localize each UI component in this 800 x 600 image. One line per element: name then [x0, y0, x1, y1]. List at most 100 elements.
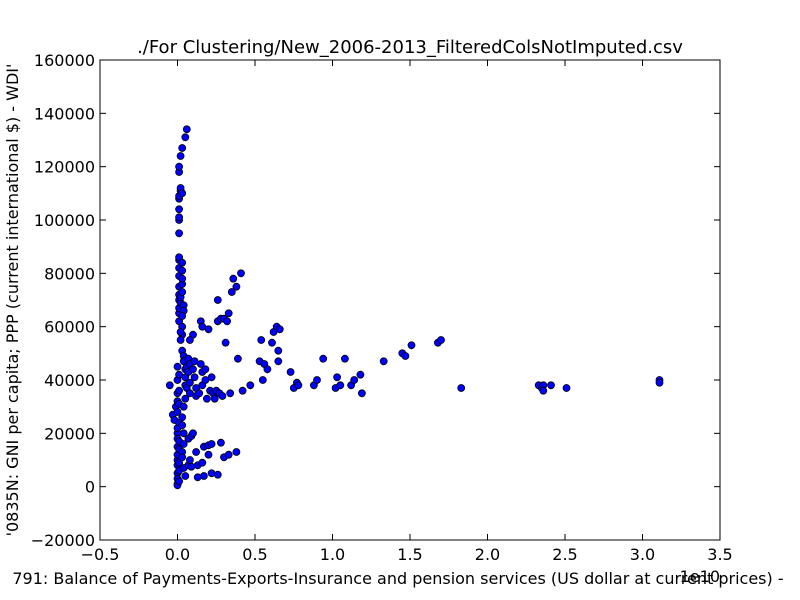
data-point-113	[198, 458, 207, 467]
data-point-27	[175, 386, 184, 395]
data-point-145	[232, 282, 241, 291]
data-point-183	[457, 384, 466, 392]
x-offset-label: 1e10	[680, 567, 720, 586]
data-point-140	[224, 450, 233, 459]
data-point-148	[237, 269, 245, 278]
data-point-79	[181, 472, 190, 480]
data-point-142	[226, 389, 235, 398]
x-tick-label: −0.5	[81, 545, 120, 564]
data-point-149	[238, 386, 247, 395]
data-point-165	[294, 381, 303, 390]
data-point-119	[204, 325, 213, 334]
y-tick-label: 140000	[34, 104, 95, 123]
data-point-114	[199, 472, 208, 480]
data-point-89	[185, 378, 194, 387]
data-point-135	[218, 392, 227, 400]
data-point-177	[379, 357, 388, 366]
data-point-73	[178, 421, 187, 430]
data-point-96	[189, 429, 197, 438]
data-point-118	[202, 394, 211, 403]
data-point-55	[178, 266, 187, 275]
x-tick-label: 0.5	[242, 545, 267, 564]
data-point-175	[356, 370, 365, 379]
data-point-156	[268, 338, 276, 347]
data-point-188	[547, 381, 555, 390]
x-tick-label: 1.5	[397, 545, 422, 564]
data-point-172	[340, 354, 349, 363]
data-point-70	[181, 394, 190, 403]
data-point-143	[227, 288, 236, 296]
data-point-93	[185, 456, 194, 464]
data-point-54	[178, 274, 187, 283]
data-point-176	[357, 389, 366, 398]
data-point-162	[286, 368, 295, 376]
data-point-153	[258, 376, 267, 384]
data-point-0	[165, 381, 174, 390]
data-point-159	[275, 325, 284, 334]
data-point-170	[333, 373, 342, 382]
data-point-20	[175, 477, 184, 486]
y-tick-label: 40000	[44, 371, 95, 390]
data-point-104	[192, 448, 201, 456]
data-point-191	[655, 378, 664, 387]
data-point-141	[224, 309, 233, 318]
data-point-121	[204, 450, 213, 459]
y-tick-label: 100000	[34, 211, 95, 230]
data-point-182	[437, 336, 445, 344]
data-point-129	[213, 470, 222, 479]
data-point-99	[189, 365, 197, 374]
y-tick-label: 60000	[44, 318, 95, 337]
x-tick-label: 3.0	[630, 545, 655, 564]
data-point-161	[274, 357, 283, 366]
data-point-77	[178, 453, 187, 462]
data-point-82	[181, 133, 190, 142]
x-tick-label: 1.0	[320, 545, 345, 564]
data-point-127	[210, 394, 219, 403]
y-tick-label: 120000	[34, 158, 95, 177]
data-point-168	[319, 354, 328, 363]
data-point-74	[179, 429, 188, 438]
data-point-147	[233, 354, 242, 363]
data-point-107	[195, 389, 204, 398]
x-tick-label: 2.5	[552, 545, 577, 564]
data-point-134	[216, 438, 225, 447]
data-point-42	[175, 205, 184, 214]
data-point-63	[176, 336, 185, 344]
y-axis-label: '0835N: GNI per capita; PPP (current int…	[3, 64, 22, 537]
data-point-139	[223, 317, 232, 326]
y-tick-label: −20000	[31, 531, 95, 550]
data-point-187	[539, 386, 548, 395]
data-point-130	[213, 296, 222, 304]
data-point-179	[401, 352, 410, 360]
data-point-16	[173, 408, 182, 416]
data-point-98	[185, 336, 194, 344]
points-layer	[165, 125, 664, 490]
data-point-81	[178, 144, 187, 152]
x-tick-label: 3.5	[707, 545, 732, 564]
data-point-52	[178, 288, 187, 296]
data-point-155	[263, 365, 272, 374]
data-point-56	[178, 258, 187, 267]
data-point-150	[246, 381, 255, 390]
data-point-49	[178, 189, 187, 198]
data-point-174	[350, 376, 359, 384]
data-point-171	[336, 381, 345, 390]
data-point-72	[178, 413, 187, 422]
data-point-123	[207, 373, 216, 382]
data-point-106	[193, 473, 202, 482]
data-point-124	[207, 440, 216, 448]
data-point-146	[232, 448, 241, 456]
data-point-108	[196, 360, 205, 368]
data-point-75	[179, 440, 188, 448]
data-point-59	[178, 312, 187, 320]
data-point-94	[187, 462, 196, 471]
x-tick-label: 0.0	[165, 545, 190, 564]
data-point-160	[274, 346, 283, 355]
x-tick-label: 2.0	[475, 545, 500, 564]
data-point-189	[562, 384, 571, 392]
data-point-62	[176, 328, 185, 336]
data-point-71	[179, 402, 188, 411]
data-point-180	[407, 341, 416, 350]
chart-title: ./For Clustering/New_2006-2013_FilteredC…	[137, 37, 683, 58]
